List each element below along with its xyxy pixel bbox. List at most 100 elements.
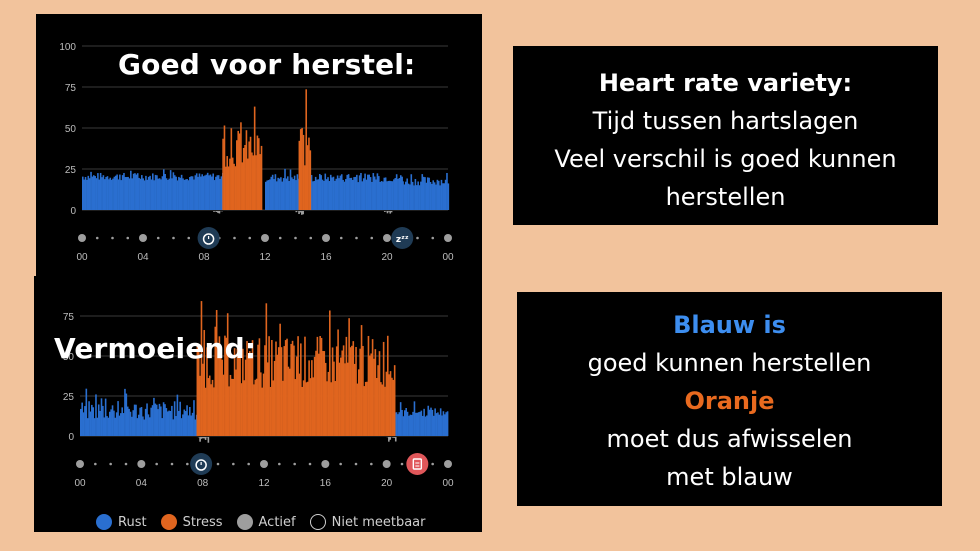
bar-rust [165, 178, 168, 210]
bar-stress [252, 155, 255, 210]
bar-rust [184, 179, 187, 210]
bar-stress [382, 341, 385, 436]
bar-stress [341, 350, 344, 436]
bar-rust [173, 401, 176, 436]
bar-actief [390, 211, 393, 213]
bar-stress [268, 336, 270, 436]
bar-actief [300, 211, 303, 215]
bar-rust [437, 412, 439, 436]
bar-stress [297, 336, 299, 436]
bar-stress [356, 383, 359, 436]
bar-stress [247, 355, 250, 436]
bar-rust [211, 176, 213, 210]
bar-stress [222, 374, 225, 436]
legend-item-actief: Actief [236, 514, 296, 530]
bar-rust [98, 179, 101, 210]
x-tick-label: 16 [320, 478, 332, 489]
bar-actief [207, 437, 210, 443]
timeline-dot [109, 462, 112, 466]
bar-rust [125, 177, 128, 210]
bar-rust [332, 176, 335, 210]
x-tick-label: 04 [136, 478, 148, 489]
info-blue-label: Blauw is [673, 311, 786, 339]
bar-rust [432, 415, 435, 436]
bar-rust [406, 178, 408, 210]
bar-stress [229, 158, 231, 210]
bar-rust [171, 405, 173, 436]
bar-rust [190, 176, 193, 210]
bar-stress [196, 343, 199, 436]
bar-stress [302, 134, 305, 210]
bar-stress [211, 379, 214, 436]
bar-rust [139, 407, 141, 436]
timeline-dot [156, 236, 160, 240]
bar-rust [124, 177, 127, 210]
sleep-zzz-icon-bg [391, 227, 414, 249]
bar-rust [183, 409, 186, 436]
y-tick-label: 50 [65, 124, 77, 135]
bar-rust [156, 175, 158, 210]
bar-rust [122, 413, 125, 436]
bar-rust [99, 410, 101, 436]
bar-rust [296, 174, 299, 210]
chart-legend: Rust Stress Actief Niet meetbaar [96, 513, 439, 531]
bar-rust [149, 175, 151, 210]
bar-stress [284, 340, 287, 436]
bar-actief [299, 211, 302, 213]
bar-rust [150, 179, 153, 210]
bar-rust [437, 180, 440, 210]
bar-rust [88, 178, 91, 210]
bar-stress [299, 129, 302, 210]
bar-stress [320, 337, 323, 436]
info-line-1: Tijd tussen hartslagen [592, 107, 859, 135]
bar-rust [142, 416, 144, 436]
bar-rust [321, 179, 324, 210]
bar-stress [313, 356, 316, 436]
bar-rust [325, 179, 328, 210]
legend-label-rust: Rust [118, 514, 147, 530]
bar-stress [393, 365, 396, 436]
bar-stress [199, 375, 201, 436]
bar-rust [324, 173, 327, 210]
bar-rust [427, 405, 430, 436]
bar-rust [343, 181, 346, 210]
legend-label-niet-meetbaar: Niet meetbaar [331, 514, 426, 530]
bar-stress [207, 378, 210, 436]
bar-stress [272, 380, 275, 436]
bar-stress [269, 386, 272, 436]
bar-rust [388, 180, 391, 210]
bar-stress [214, 326, 217, 436]
bar-rust [379, 182, 381, 210]
bar-rust [293, 175, 296, 210]
bar-stress [359, 348, 361, 436]
bar-stress [261, 387, 263, 436]
y-tick-label: 100 [59, 42, 76, 53]
bar-rust [393, 179, 395, 210]
timeline-dot [247, 462, 250, 466]
bar-rust [114, 175, 117, 210]
x-tick-label: 00 [442, 252, 454, 263]
bar-rust [373, 176, 376, 210]
bar-stress [275, 341, 277, 436]
bar-rust [335, 178, 338, 210]
bar-stress [242, 348, 244, 436]
bar-rust [442, 411, 445, 436]
bar-rust [110, 409, 112, 436]
bar-stress [260, 145, 263, 210]
bar-actief [206, 437, 208, 438]
bar-stress [204, 387, 207, 436]
bar-stress [364, 381, 367, 436]
bar-rust [442, 183, 444, 210]
bar-rust [444, 179, 447, 210]
bar-actief [389, 437, 392, 440]
bar-stress [283, 346, 286, 436]
bar-rust [129, 411, 132, 436]
bar-rust [160, 179, 162, 210]
bar-stress [248, 351, 251, 436]
bar-stress [366, 381, 368, 436]
bar-actief [389, 211, 392, 214]
bar-rust [94, 176, 96, 210]
bar-stress [251, 152, 253, 210]
bar-rust [117, 179, 120, 210]
bar-rust [265, 181, 267, 210]
